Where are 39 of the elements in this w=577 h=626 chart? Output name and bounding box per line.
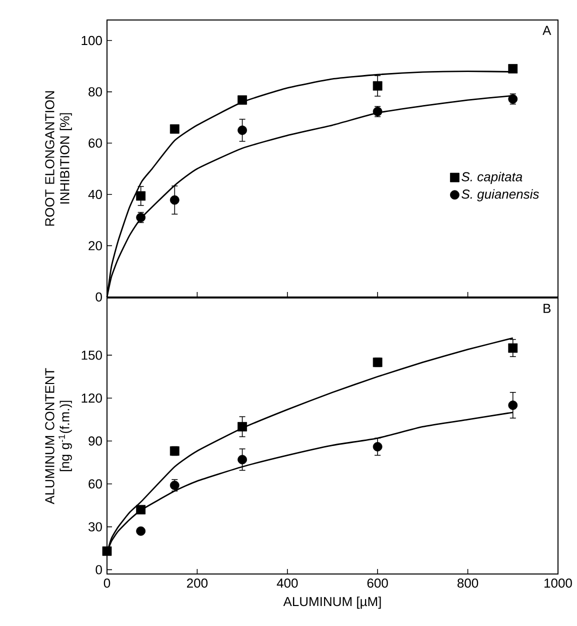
point xyxy=(102,546,112,556)
y-tick-label: 60 xyxy=(88,479,102,488)
point xyxy=(508,400,518,410)
y-tick-label: 40 xyxy=(88,190,102,200)
point xyxy=(508,64,518,74)
x-tick-label: 1000 xyxy=(544,578,572,588)
point xyxy=(238,454,248,464)
point xyxy=(170,124,180,134)
y-tick-label: 120 xyxy=(82,393,102,403)
annotation: A xyxy=(542,26,552,35)
x-tick-label: 0 xyxy=(104,578,110,588)
y-tick-label: 100 xyxy=(82,36,102,46)
point xyxy=(238,422,248,432)
y-tick-label: 20 xyxy=(88,241,102,250)
annotation: B xyxy=(544,304,551,313)
point xyxy=(238,95,248,105)
y-tick-label: 60 xyxy=(88,138,102,148)
point xyxy=(170,195,180,205)
legend-label: S. guianensis xyxy=(462,189,540,202)
point xyxy=(136,504,146,514)
y-tick-label: 90 xyxy=(88,436,102,446)
x-tick-label: 400 xyxy=(276,578,298,588)
x-tick-label: 800 xyxy=(458,578,478,588)
point xyxy=(136,526,146,536)
y-tick-label: 150 xyxy=(82,350,102,360)
y-axis-title: ROOT ELONGANTION INHIBITION [%] xyxy=(45,91,72,226)
point xyxy=(373,442,382,452)
legend-label: S. capitata xyxy=(462,172,522,184)
point xyxy=(508,343,518,353)
point xyxy=(238,126,248,135)
x-axis-title: ALUMINUM [µM] xyxy=(283,596,381,609)
point xyxy=(136,191,146,201)
x-tick-label: 600 xyxy=(368,578,388,588)
y-tick-label: 80 xyxy=(88,87,102,96)
point xyxy=(373,81,382,91)
y-tick-label: 0 xyxy=(96,292,102,302)
y-tick-label: 30 xyxy=(88,522,102,532)
y-tick-label: 0 xyxy=(96,565,102,574)
x-tick-label: 200 xyxy=(187,578,208,588)
